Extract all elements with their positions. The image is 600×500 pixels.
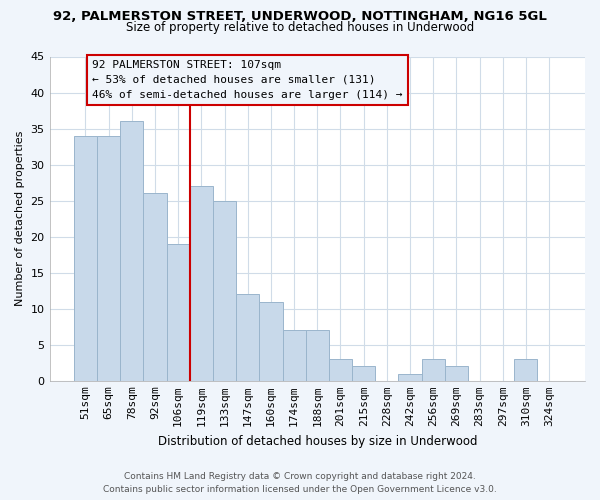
Text: Size of property relative to detached houses in Underwood: Size of property relative to detached ho…: [126, 21, 474, 34]
Bar: [329, 359, 352, 381]
Bar: [120, 122, 143, 381]
Bar: [283, 330, 305, 381]
Bar: [514, 359, 538, 381]
Bar: [259, 302, 283, 381]
Text: 92, PALMERSTON STREET, UNDERWOOD, NOTTINGHAM, NG16 5GL: 92, PALMERSTON STREET, UNDERWOOD, NOTTIN…: [53, 10, 547, 23]
Bar: [97, 136, 120, 381]
Bar: [398, 374, 422, 381]
Bar: [190, 186, 213, 381]
Text: 92 PALMERSTON STREET: 107sqm
← 53% of detached houses are smaller (131)
46% of s: 92 PALMERSTON STREET: 107sqm ← 53% of de…: [92, 60, 403, 100]
Bar: [352, 366, 375, 381]
Text: Contains HM Land Registry data © Crown copyright and database right 2024.
Contai: Contains HM Land Registry data © Crown c…: [103, 472, 497, 494]
Bar: [236, 294, 259, 381]
Bar: [143, 194, 167, 381]
Bar: [305, 330, 329, 381]
X-axis label: Distribution of detached houses by size in Underwood: Distribution of detached houses by size …: [158, 434, 477, 448]
Bar: [445, 366, 468, 381]
Bar: [167, 244, 190, 381]
Bar: [422, 359, 445, 381]
Bar: [213, 200, 236, 381]
Y-axis label: Number of detached properties: Number of detached properties: [15, 131, 25, 306]
Bar: [74, 136, 97, 381]
